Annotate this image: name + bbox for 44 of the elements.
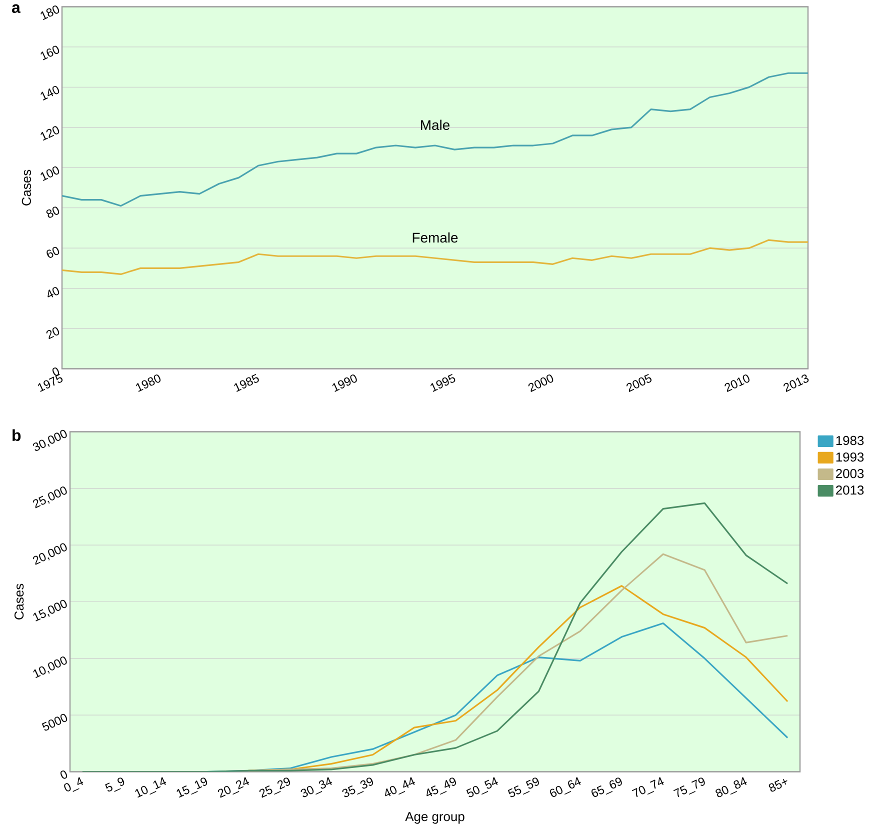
x-tick-label: 45_49 xyxy=(426,778,456,796)
x-tick-label: 0_4 xyxy=(64,777,84,792)
legend-label: 1993 xyxy=(836,452,864,462)
y-tick-label: 180 xyxy=(40,6,60,20)
legend-label: 2003 xyxy=(836,469,864,478)
x-tick-label: 1995 xyxy=(430,374,456,392)
x-tick-label: 2010 xyxy=(724,374,750,392)
y-tick-label: 5000 xyxy=(42,714,68,731)
y-tick-label: 0 xyxy=(52,368,60,376)
x-tick-label: 65_69 xyxy=(592,778,622,798)
x-tick-label: 1975 xyxy=(38,374,63,392)
x-tick-label: 70_74 xyxy=(632,777,664,798)
x-tick-label: 55_59 xyxy=(508,778,539,798)
x-tick-label: 5_9 xyxy=(105,778,124,792)
x-tick-label: 15_19 xyxy=(176,778,208,798)
series-label: Female xyxy=(412,232,458,243)
y-axis-title: Cases xyxy=(22,170,32,206)
y-tick-label: 100 xyxy=(40,166,60,182)
x-tick-label: 85+ xyxy=(768,779,788,792)
y-tick-label: 140 xyxy=(40,86,60,101)
chart-title: a xyxy=(12,4,20,14)
x-tick-label: 60_64 xyxy=(550,777,581,798)
x-tick-label: 75_79 xyxy=(673,778,705,798)
chart-title: b xyxy=(12,429,21,442)
legend-label: 1983 xyxy=(836,436,864,446)
x-tick-label: 1980 xyxy=(136,374,161,392)
y-axis-title: Cases xyxy=(14,584,24,620)
legend-label: 2013 xyxy=(836,486,864,495)
y-tick-label: 20 xyxy=(46,327,60,340)
y-tick-label: 160 xyxy=(40,46,60,60)
x-tick-label: 40_44 xyxy=(385,777,415,796)
x-tick-label: 2000 xyxy=(528,374,554,392)
x-axis-title: Age group xyxy=(405,812,464,824)
series-label: Male xyxy=(421,120,450,130)
y-tick-label: 40 xyxy=(48,287,60,298)
x-tick-label: 35_39 xyxy=(342,778,374,798)
y-tick-label: 80 xyxy=(46,206,60,218)
x-tick-label: 2013 xyxy=(784,374,809,392)
y-tick-label: 0 xyxy=(60,770,68,779)
x-tick-label: 1990 xyxy=(332,374,357,392)
x-tick-label: 1985 xyxy=(234,374,259,392)
y-tick-label: 120 xyxy=(40,126,60,141)
y-tick-label: 60 xyxy=(46,246,60,258)
x-tick-label: 2005 xyxy=(626,374,652,392)
